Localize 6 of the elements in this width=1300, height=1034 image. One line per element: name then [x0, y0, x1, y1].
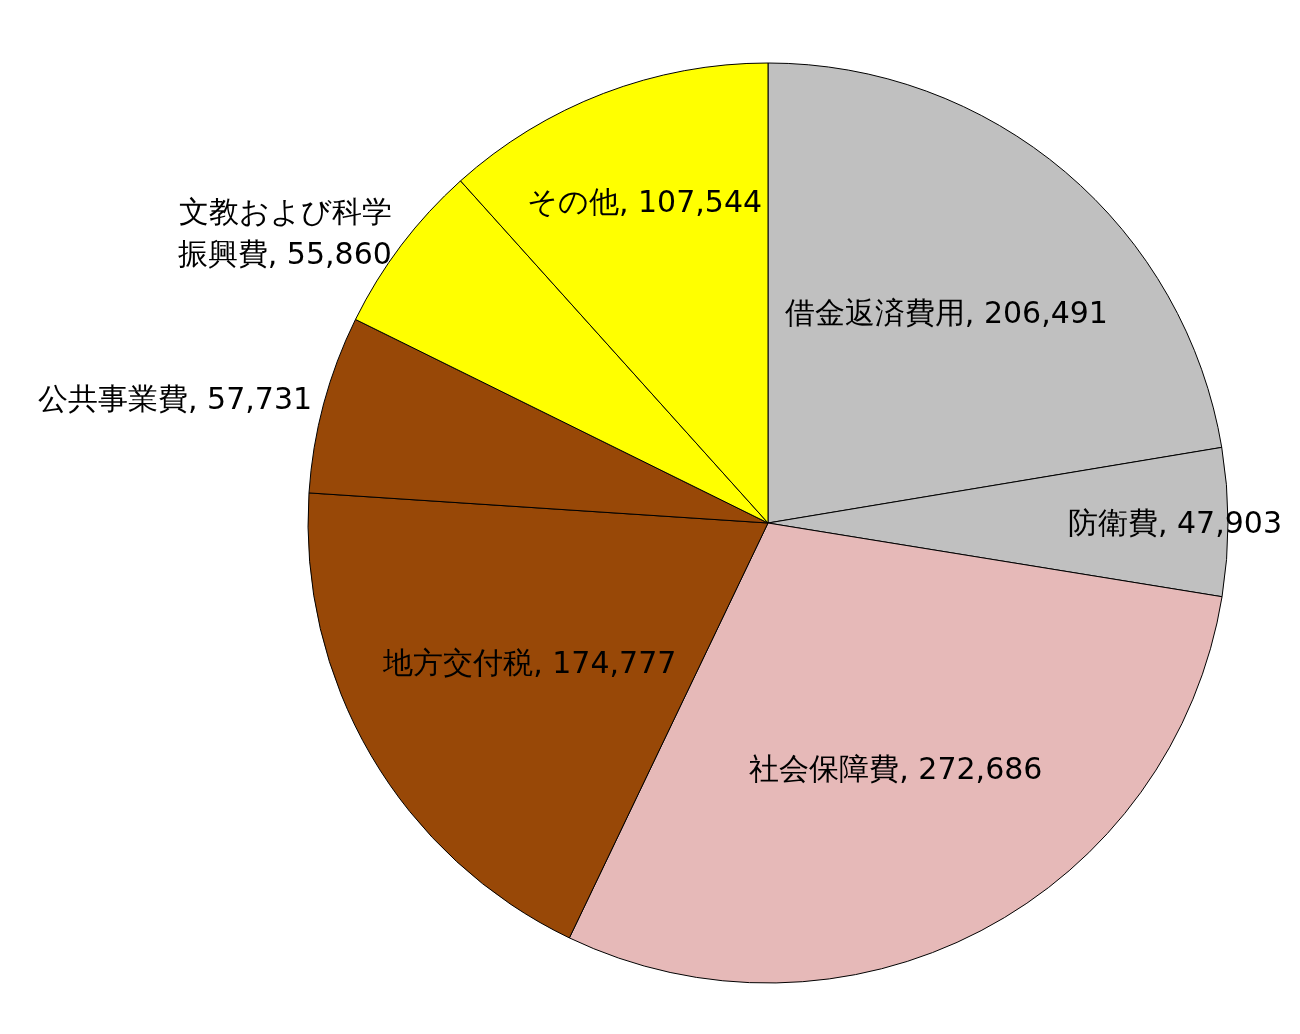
slice-label: その他, 107,544 — [526, 183, 763, 219]
slice-label: 地方交付税, 174,777 — [382, 645, 677, 681]
slice-label: 文教および科学振興費, 55,860 — [177, 193, 392, 271]
slice-label: 借金返済費用, 206,491 — [784, 295, 1108, 331]
slice-label: 公共事業費, 57,731 — [38, 381, 313, 417]
slice-label: 社会保障費, 272,686 — [749, 750, 1043, 786]
